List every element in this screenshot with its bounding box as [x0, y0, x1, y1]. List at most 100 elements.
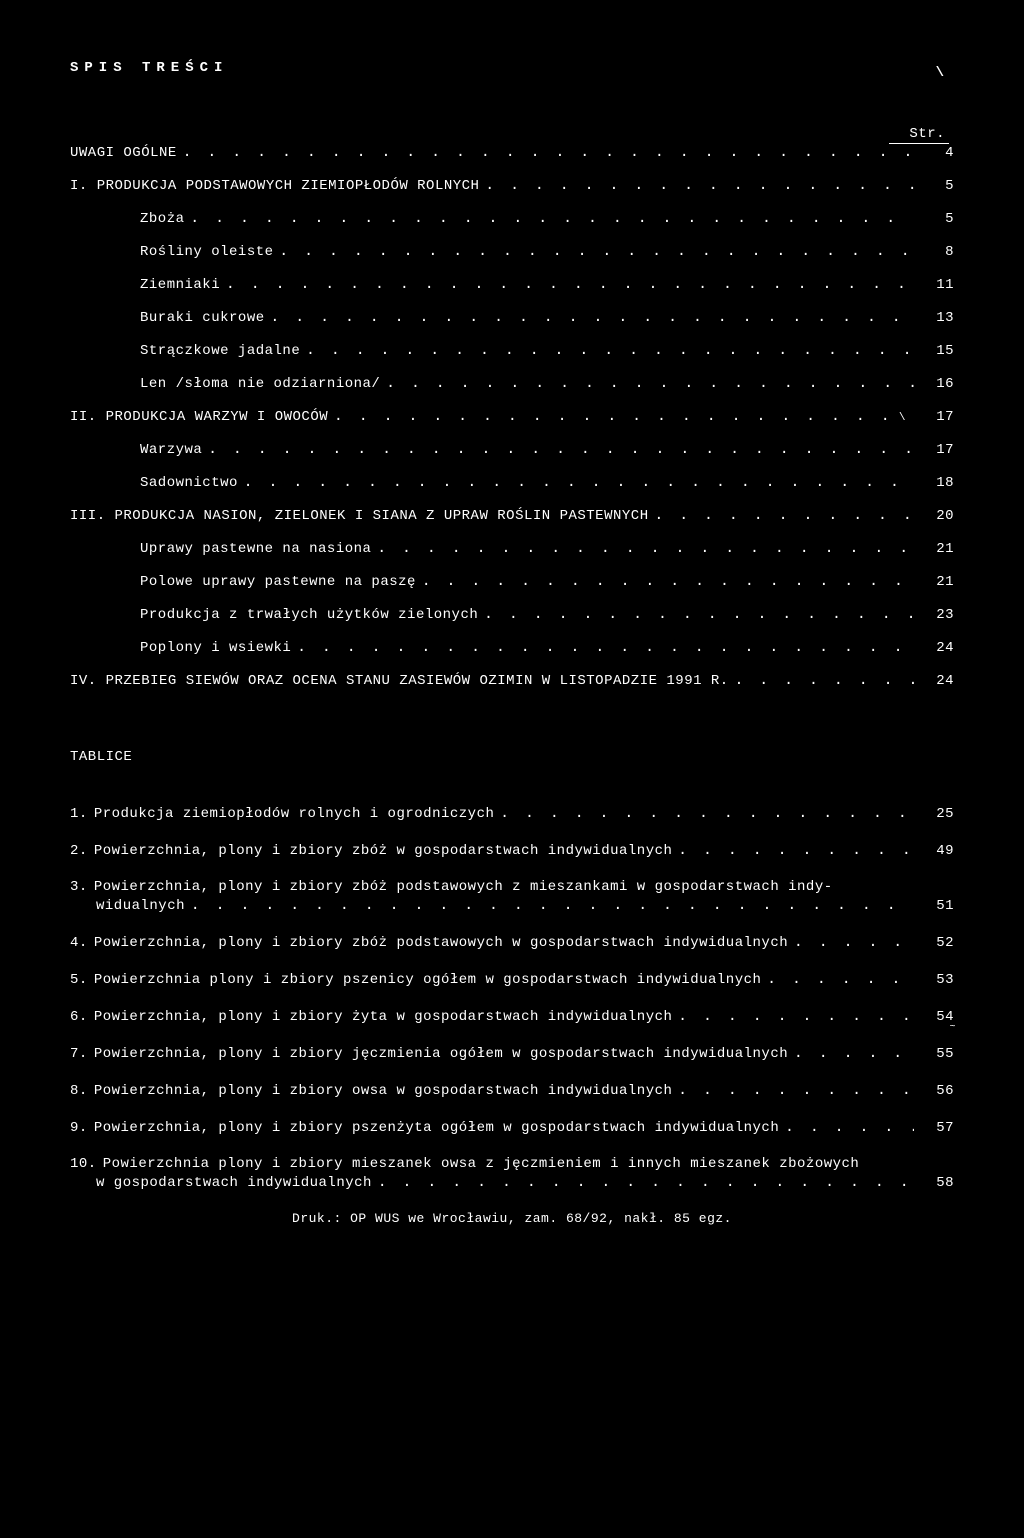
- toc-label: I. PRODUKCJA PODSTAWOWYCH ZIEMIOPŁODÓW R…: [70, 178, 479, 194]
- tablice-item: 6.Powierzchnia, plony i zbiory żyta w go…: [70, 1008, 954, 1025]
- toc-dots: . . . . . . . . . . . . . . . . . . . . …: [238, 474, 914, 490]
- toc-page: 8: [914, 244, 954, 260]
- toc-line: II. PRODUKCJA WARZYW I OWOCÓW. . . . . .…: [70, 408, 954, 425]
- toc-dots: . . . . . . . . . . . . . . . . . . . . …: [478, 606, 914, 622]
- toc-page: 21: [914, 541, 954, 557]
- toc-line: Produkcja z trwałych użytków zielonych. …: [70, 606, 954, 623]
- tablice-text: Powierzchnia, plony i zbiory zbóż podsta…: [94, 879, 833, 895]
- tablice-num: 4.: [70, 935, 94, 951]
- toc-label: III. PRODUKCJA NASION, ZIELONEK I SIANA …: [70, 508, 649, 524]
- toc-dots: . . . . . . . . . . . . . . . . . . . . …: [779, 1119, 914, 1135]
- tablice-page: 25: [914, 806, 954, 822]
- toc-dots: . . . . . . . . . . . . . . . . . . . . …: [185, 897, 914, 913]
- toc-label: Warzywa: [140, 442, 202, 458]
- toc-dots: . . . . . . . . . . . . . . . . . . . . …: [300, 342, 914, 358]
- toc-dots: . . . . . . . . . . . . . . . . . . . . …: [291, 639, 914, 655]
- tablice-num: 1.: [70, 806, 94, 822]
- tablice-text: Powierzchnia plony i zbiory pszenicy ogó…: [94, 972, 762, 988]
- tablice-text: Powierzchnia, plony i zbiory jęczmienia …: [94, 1046, 788, 1062]
- tablice-text: Powierzchnia, plony i zbiory zbóż podsta…: [94, 935, 788, 951]
- toc-label: Ziemniaki: [140, 277, 220, 293]
- toc-page: 18: [914, 475, 954, 491]
- toc-page: 5: [914, 178, 954, 194]
- toc-label: Uprawy pastewne na nasiona: [140, 541, 371, 557]
- toc-label: Rośliny oleiste: [140, 244, 274, 260]
- toc-dots: . . . . . . . . . . . . . . . . . . . . …: [649, 507, 914, 523]
- toc-dots: . . . . . . . . . . . . . . . . . . . . …: [202, 441, 914, 457]
- toc-dots: . . . . . . . . . . . . . . . . . . . . …: [729, 672, 914, 688]
- tablice-text: Powierzchnia, plony i zbiory zbóż w gosp…: [94, 843, 673, 859]
- toc-label: Buraki cukrowe: [140, 310, 265, 326]
- page-col-header: Str.: [70, 126, 954, 142]
- toc-dots: . . . . . . . . . . . . . . . . . . . . …: [220, 276, 914, 292]
- page-title: SPIS TREŚCI \: [70, 60, 954, 76]
- toc-dots: . . . . . . . . . . . . . . . . . . . . …: [416, 573, 914, 589]
- header-slash: \: [936, 65, 944, 81]
- tablice-item: 3.Powierzchnia, plony i zbiory zbóż pods…: [70, 879, 954, 914]
- tablice-text: Powierzchnia, plony i zbiory pszenżyta o…: [94, 1120, 779, 1136]
- toc-dots: . . . . . . . . . . . . . . . . . . . . …: [265, 309, 914, 325]
- toc-dots: . . . . . . . . . . . . . . . . . . . . …: [479, 177, 914, 193]
- toc-dots: . . . . . . . . . . . . . . . . . . . . …: [274, 243, 914, 259]
- toc-page: 15: [914, 343, 954, 359]
- tablice-text: Produkcja ziemiopłodów rolnych i ogrodni…: [94, 806, 495, 822]
- tablice-num: 3.: [70, 879, 94, 895]
- toc-line: Ziemniaki. . . . . . . . . . . . . . . .…: [70, 276, 954, 293]
- toc-line: Buraki cukrowe. . . . . . . . . . . . . …: [70, 309, 954, 326]
- tablice-text: Powierzchnia plony i zbiory mieszanek ow…: [103, 1156, 860, 1172]
- tablice-item: 4.Powierzchnia, plony i zbiory zbóż pods…: [70, 934, 954, 951]
- header-text: SPIS TREŚCI: [70, 60, 228, 76]
- toc-page: 5: [914, 211, 954, 227]
- inline-slash: \: [899, 412, 906, 424]
- tablice-num: 10.: [70, 1156, 103, 1172]
- toc-dots: . . . . . . . . . . . . . . . . . . . . …: [788, 934, 914, 950]
- toc-container: UWAGI OGÓLNE. . . . . . . . . . . . . . …: [70, 144, 954, 689]
- tablice-line: w gospodarstwach indywidualnych. . . . .…: [70, 1174, 954, 1191]
- tablice-num: 9.: [70, 1120, 94, 1136]
- tablice-line: widualnych. . . . . . . . . . . . . . . …: [70, 897, 954, 914]
- toc-dots: . . . . . . . . . . . . . . . . . . . . …: [494, 805, 914, 821]
- toc-label: Zboża: [140, 211, 185, 227]
- toc-line: Rośliny oleiste. . . . . . . . . . . . .…: [70, 243, 954, 260]
- toc-dots: . . . . . . . . . . . . . . . . . . . . …: [185, 210, 914, 226]
- toc-line: Uprawy pastewne na nasiona. . . . . . . …: [70, 540, 954, 557]
- toc-label: Poplony i wsiewki: [140, 640, 291, 656]
- toc-page: 17: [914, 409, 954, 425]
- toc-dots: . . . . . . . . . . . . . . . . . . . . …: [788, 1045, 914, 1061]
- tablice-page: 49: [914, 843, 954, 859]
- toc-label: Polowe uprawy pastewne na paszę: [140, 574, 416, 590]
- tablice-header: TABLICE: [70, 749, 954, 765]
- toc-page: 4: [914, 145, 954, 161]
- toc-line: Polowe uprawy pastewne na paszę. . . . .…: [70, 573, 954, 590]
- tablice-num: 6.: [70, 1009, 94, 1025]
- footer-print-info: Druk.: OP WUS we Wrocławiu, zam. 68/92, …: [70, 1211, 954, 1226]
- toc-dots: . . . . . . . . . . . . . . . . . . . . …: [672, 842, 914, 858]
- toc-dots: . . . . . . . . . . . . . . . . . . . . …: [372, 1174, 914, 1190]
- tablice-item: 2.Powierzchnia, plony i zbiory zbóż w go…: [70, 842, 954, 859]
- tablice-item: 7.Powierzchnia, plony i zbiory jęczmieni…: [70, 1045, 954, 1062]
- toc-line: Poplony i wsiewki. . . . . . . . . . . .…: [70, 639, 954, 656]
- tablice-page: 56: [914, 1083, 954, 1099]
- toc-dots: . . . . . . . . . . . . . . . . . . . . …: [371, 540, 914, 556]
- tablice-item: 10.Powierzchnia plony i zbiory mieszanek…: [70, 1156, 954, 1191]
- tablice-num: 5.: [70, 972, 94, 988]
- toc-dots: . . . . . . . . . . . . . . . . . . . . …: [672, 1082, 914, 1098]
- tablice-page: 51: [914, 898, 954, 914]
- tablice-page: 52: [914, 935, 954, 951]
- toc-label: II. PRODUKCJA WARZYW I OWOCÓW: [70, 409, 328, 425]
- toc-page: 16: [914, 376, 954, 392]
- tablice-page: 54: [914, 1009, 954, 1025]
- toc-line: Sadownictwo. . . . . . . . . . . . . . .…: [70, 474, 954, 491]
- tablice-item: 5.Powierzchnia plony i zbiory pszenicy o…: [70, 971, 954, 988]
- tablice-page: 53: [914, 972, 954, 988]
- tablice-text: Powierzchnia, plony i zbiory owsa w gosp…: [94, 1083, 673, 1099]
- toc-page: 24: [914, 640, 954, 656]
- toc-dots: . . . . . . . . . . . . . . . . . . . . …: [761, 971, 914, 987]
- toc-page: 17: [914, 442, 954, 458]
- toc-page: 20: [914, 508, 954, 524]
- tablice-page: 55: [914, 1046, 954, 1062]
- toc-page: 13: [914, 310, 954, 326]
- toc-page: 21: [914, 574, 954, 590]
- toc-page: 23: [914, 607, 954, 623]
- toc-dots: . . . . . . . . . . . . . . . . . . . . …: [380, 375, 914, 391]
